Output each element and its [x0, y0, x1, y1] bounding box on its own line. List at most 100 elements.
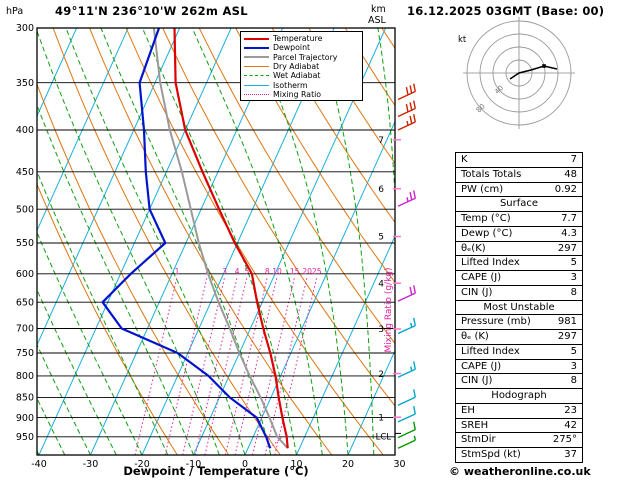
table-row-value: 5	[570, 257, 577, 269]
svg-text:-30: -30	[83, 459, 99, 470]
km-axis-labels: 7 6 5 4 3 2 1	[378, 136, 401, 423]
copyright: © weatheronline.co.uk	[449, 465, 591, 478]
hodograph-trace	[509, 65, 558, 80]
svg-text:900: 900	[16, 413, 34, 424]
wind-barb	[397, 100, 416, 118]
wind-barb	[397, 406, 416, 423]
legend-swatch-mixing_ratio	[244, 93, 269, 95]
table-row-value: 42	[564, 419, 577, 431]
svg-text:2: 2	[378, 370, 384, 380]
table-row-label: PW (cm)	[461, 183, 504, 195]
wind-barb	[397, 114, 416, 131]
wind-barb	[397, 83, 416, 101]
table-row-label: Lifted Index	[461, 345, 520, 357]
svg-text:1: 1	[378, 413, 384, 423]
table-row: Dewp (°C) 4.3	[456, 227, 582, 242]
svg-text:5: 5	[245, 267, 250, 276]
table-row-label: Temp (°C)	[461, 213, 511, 224]
svg-text:80: 80	[475, 102, 487, 114]
pressure-tick-labels: 300 350 400 450 500 550 600 650 700 750 800 850 900 9…	[16, 23, 34, 443]
table-row-label: StmSpd (kt)	[461, 449, 521, 460]
svg-text:10: 10	[290, 459, 302, 470]
svg-text:20: 20	[302, 267, 312, 276]
table-row: θₑ(K) 297	[456, 242, 582, 257]
legend-label: Wet Adiabat	[273, 71, 321, 81]
altitude-axis-unit-km: km	[371, 4, 386, 15]
table-row: θₑ (K) 297	[456, 330, 582, 345]
indices-table: K 7 Totals Totals 48 PW (cm) 0.92 Surface Temp …	[455, 152, 583, 463]
svg-text:-40: -40	[31, 459, 47, 470]
table-row-value: 5	[570, 345, 577, 357]
svg-text:300: 300	[16, 23, 34, 34]
legend-item: Wet Adiabat	[241, 71, 362, 80]
parcel-trajectory-curve	[152, 28, 289, 449]
table-section-title: Surface	[499, 198, 539, 210]
table-row: StmSpd (kt) 37	[456, 448, 582, 462]
legend-item: Dewpoint	[241, 43, 362, 52]
svg-text:-10: -10	[186, 459, 202, 470]
hodograph: 40 80 kt	[458, 17, 575, 129]
table-row-value: 23	[564, 404, 577, 416]
table-row: Lifted Index 5	[456, 345, 582, 360]
svg-text:850: 850	[16, 393, 34, 404]
legend-swatch-dry_adiabat	[244, 66, 269, 68]
table-row-value: 8	[570, 375, 577, 387]
hodograph-unit-label: kt	[458, 35, 467, 45]
table-row-label: CAPE (J)	[461, 360, 502, 372]
table-row-label: Pressure (mb)	[461, 316, 531, 328]
table-section-header: Hodograph	[456, 389, 582, 404]
legend-swatch-dewpoint	[244, 46, 269, 49]
legend-label: Isotherm	[273, 80, 308, 90]
table-row: SREH 42	[456, 419, 582, 434]
svg-text:400: 400	[16, 125, 34, 136]
svg-text:20: 20	[342, 459, 354, 470]
legend-swatch-isotherm	[244, 84, 269, 86]
table-row-value: 0.92	[554, 183, 577, 195]
table-row-label: CAPE (J)	[461, 272, 502, 283]
svg-text:5: 5	[378, 233, 384, 243]
table-row-value: 3	[570, 360, 577, 372]
legend-item: Isotherm	[241, 80, 362, 90]
svg-text:8: 8	[265, 267, 270, 276]
table-section-header: Most Unstable	[456, 301, 582, 316]
table-row-value: 8	[570, 286, 577, 298]
mixing-ratio-lines	[134, 276, 318, 455]
legend-swatch-temperature	[244, 37, 269, 40]
legend-item: Dry Adiabat	[241, 62, 362, 71]
dewpoint-curve	[101, 28, 272, 449]
table-row-value: 297	[557, 242, 577, 254]
datetime-title: 16.12.2025 03GMT (Base: 00)	[407, 4, 605, 18]
svg-text:30: 30	[393, 459, 405, 470]
table-row-label: θₑ (K)	[461, 331, 489, 342]
table-row: CIN (J) 8	[456, 374, 582, 389]
svg-text:4: 4	[378, 279, 384, 289]
wind-barb	[397, 421, 416, 439]
table-row-value: 981	[557, 316, 577, 328]
table-row: CAPE (J) 3	[456, 360, 582, 375]
svg-text:25: 25	[312, 267, 322, 276]
table-row-label: StmDir	[461, 434, 496, 446]
table-row-label: CIN (J)	[461, 286, 493, 298]
legend-label: Dewpoint	[273, 43, 311, 53]
svg-text:350: 350	[16, 78, 34, 89]
wind-barb	[397, 435, 416, 449]
pressure-axis-unit: hPa	[6, 6, 24, 17]
legend-item: Mixing Ratio	[241, 90, 362, 99]
hodograph-storm-marker	[542, 64, 546, 68]
svg-text:LCL: LCL	[376, 432, 392, 442]
table-section-header: Surface	[456, 197, 582, 212]
svg-text:450: 450	[16, 167, 34, 178]
sounding-curves	[101, 28, 289, 449]
table-row-value: 3	[570, 272, 577, 283]
table-row-label: CIN (J)	[461, 375, 493, 387]
svg-text:7: 7	[378, 136, 384, 146]
legend-item: Temperature	[241, 34, 362, 43]
wind-barb	[397, 190, 416, 207]
table-section-title: Hodograph	[491, 390, 547, 401]
svg-text:4: 4	[235, 267, 240, 276]
svg-text:800: 800	[16, 371, 34, 382]
table-row-label: EH	[461, 404, 475, 416]
wind-barbs	[397, 83, 416, 449]
svg-text:0: 0	[242, 459, 248, 470]
